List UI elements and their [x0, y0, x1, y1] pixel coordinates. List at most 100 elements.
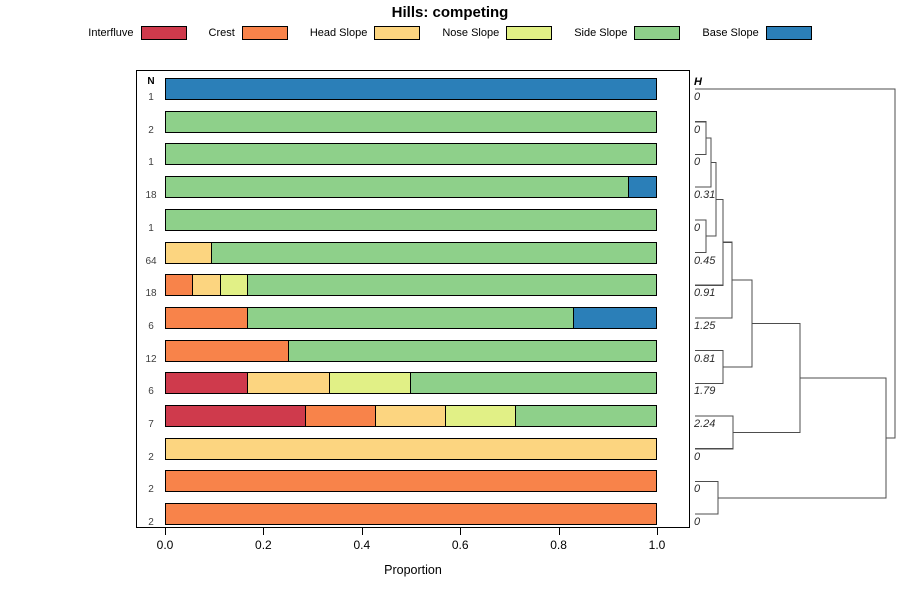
- bar-segment[interactable]: [306, 406, 377, 426]
- stacked-bar[interactable]: [165, 208, 657, 231]
- dendrogram-svg: [695, 88, 896, 515]
- stacked-bar[interactable]: [165, 306, 657, 329]
- bar-segment[interactable]: [329, 373, 412, 394]
- bar-segment[interactable]: [166, 373, 248, 394]
- legend-item: Interfluve: [88, 26, 187, 40]
- row-h-value: 0: [694, 123, 701, 136]
- chart-row: THREETOP120.81: [136, 339, 715, 365]
- row-h-value: 1.79: [694, 385, 716, 398]
- bar-segment[interactable]: [166, 209, 656, 230]
- stacked-bar[interactable]: [165, 437, 657, 460]
- legend-swatch: [765, 26, 812, 40]
- stacked-bar[interactable]: [165, 503, 657, 526]
- legend-item: Nose Slope: [442, 26, 553, 40]
- row-h-value: 0: [694, 450, 701, 463]
- legend-label: Base Slope: [702, 27, 759, 39]
- stacked-bar[interactable]: [165, 405, 657, 427]
- stacked-bar[interactable]: [165, 372, 657, 395]
- chart-row: TUWEEP20: [136, 470, 700, 495]
- bar-segment[interactable]: [248, 275, 656, 296]
- bar-segment[interactable]: [288, 340, 656, 361]
- legend-item: Head Slope: [310, 26, 421, 40]
- chart-row: SANOSTEE10: [136, 143, 700, 169]
- row-n-value: 12: [145, 353, 157, 365]
- bar-segment[interactable]: [411, 373, 656, 394]
- row-n-value: 6: [148, 320, 154, 332]
- row-h-value: 2.24: [694, 418, 716, 430]
- row-h-value: 1.25: [694, 319, 716, 332]
- legend-item: Side Slope: [574, 26, 681, 40]
- bar-segment[interactable]: [166, 144, 656, 165]
- legend-item: Crest: [209, 26, 288, 40]
- stacked-bar[interactable]: [165, 339, 657, 362]
- bar-segment[interactable]: [166, 504, 656, 525]
- stacked-bar[interactable]: [165, 78, 657, 100]
- chart-row: MILLETT10: [136, 208, 700, 234]
- x-axis-title: Proportion: [384, 563, 442, 577]
- bar-segment[interactable]: [376, 406, 447, 426]
- row-h-value: 0: [694, 221, 701, 234]
- chart-row: WINEG10: [136, 78, 700, 103]
- bar-segment[interactable]: [166, 111, 656, 132]
- bar-segment[interactable]: [220, 275, 249, 296]
- bar-segment[interactable]: [166, 242, 213, 263]
- bar-segment[interactable]: [166, 471, 656, 492]
- row-n-value: 2: [148, 517, 154, 529]
- bar-segment[interactable]: [212, 242, 656, 263]
- bar-segment[interactable]: [247, 373, 330, 394]
- row-n-value: 1: [148, 92, 154, 103]
- row-h-value: 0: [694, 156, 701, 169]
- bar-segment[interactable]: [193, 275, 221, 296]
- row-n-value: 2: [148, 124, 154, 136]
- x-axis-tick-label: 0.8: [550, 538, 567, 552]
- stacked-bar[interactable]: [165, 470, 657, 493]
- stacked-bar[interactable]: [165, 241, 657, 264]
- chart-row: SOLIREC20: [136, 110, 700, 136]
- chart-row: FLACO72.24: [136, 405, 715, 430]
- stacked-bar[interactable]: [165, 143, 657, 166]
- chart-row: GEMCITY20: [136, 437, 700, 463]
- bar-segment[interactable]: [166, 307, 248, 328]
- bar-segment[interactable]: [574, 307, 656, 328]
- chart-row: CLOVIS180.91: [136, 274, 715, 299]
- bar-segment[interactable]: [628, 177, 656, 198]
- bar-segment[interactable]: [166, 438, 656, 459]
- row-n-value: 1: [148, 157, 154, 169]
- stacked-bar[interactable]: [165, 176, 657, 199]
- bar-segment[interactable]: [166, 275, 194, 296]
- row-n-value: 6: [148, 386, 154, 398]
- legend-item: Base Slope: [702, 26, 812, 40]
- x-axis-tick-label: 0.6: [451, 538, 469, 552]
- page-title: Hills: competing: [391, 4, 509, 21]
- row-h-value: 0.81: [694, 352, 716, 365]
- row-n-value: 2: [148, 451, 154, 463]
- legend-label: Crest: [208, 27, 235, 39]
- x-axis-tick: [657, 528, 658, 535]
- x-axis-tick-label: 0.4: [353, 538, 371, 552]
- x-axis-tick: [361, 528, 363, 535]
- bar-segment[interactable]: [166, 79, 656, 99]
- row-h-value: 0: [694, 91, 701, 103]
- row-h-value: 0: [694, 516, 701, 529]
- x-axis-tick-label: 0.0: [156, 538, 174, 552]
- x-axis-tick: [165, 528, 166, 535]
- stacked-bar[interactable]: [165, 274, 657, 297]
- legend-swatch: [140, 26, 187, 40]
- bar-segment[interactable]: [446, 406, 517, 426]
- row-h-value: 0.45: [694, 254, 716, 267]
- legend-label: Nose Slope: [442, 27, 500, 39]
- chart-row: PROGRESSO61.79: [136, 372, 715, 398]
- x-axis-tick: [558, 528, 560, 535]
- stacked-bar[interactable]: [165, 110, 657, 133]
- x-axis-tick-label: 1.0: [648, 538, 666, 552]
- row-n-value: 7: [148, 419, 154, 430]
- bar-segment[interactable]: [516, 406, 656, 426]
- bar-segment[interactable]: [166, 177, 629, 198]
- chart-row: BARX61.25: [136, 306, 715, 332]
- bar-segment[interactable]: [166, 406, 307, 426]
- dendrogram: [690, 70, 900, 528]
- chart-row: SCHOLLE20: [136, 503, 700, 529]
- bar-segment[interactable]: [166, 340, 289, 361]
- bar-segment[interactable]: [247, 307, 575, 328]
